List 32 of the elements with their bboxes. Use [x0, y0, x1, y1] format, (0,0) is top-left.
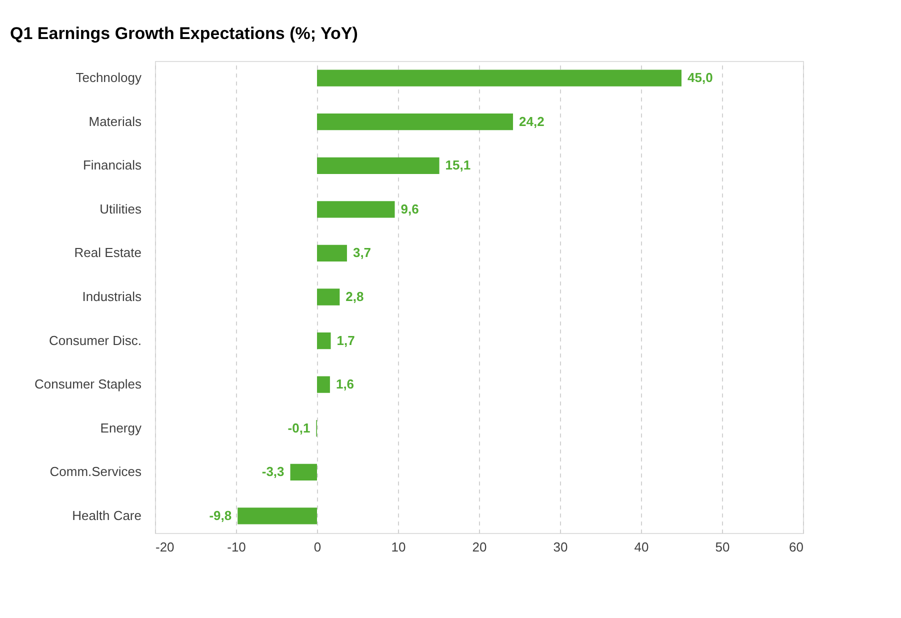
data-label: -9,8: [209, 508, 232, 523]
y-tick-label: Consumer Staples: [34, 376, 142, 392]
data-label: 45,0: [688, 70, 713, 86]
x-tick-label: 60: [789, 540, 804, 554]
data-label: 2,8: [346, 289, 364, 304]
x-tick-label: -20: [156, 540, 174, 554]
y-tick-label: Industrials: [82, 289, 142, 304]
y-tick-label: Financials: [82, 158, 142, 173]
y-tick-label: Energy: [100, 420, 142, 436]
y-tick-label: Real Estate: [74, 245, 142, 260]
x-tick-label: 10: [391, 540, 406, 554]
y-tick-label: Technology: [76, 70, 142, 86]
y-tick-label: Consumer Disc.: [49, 332, 142, 348]
x-tick-label: 50: [715, 540, 730, 554]
x-tick-label: 40: [634, 540, 649, 554]
data-label: 15,1: [445, 158, 471, 173]
y-tick-label: Materials: [88, 114, 142, 129]
chart-title: Q1 Earnings Growth Expectations (%; YoY): [10, 24, 358, 43]
x-tick-label: 20: [472, 540, 487, 554]
y-tick-label: Health Care: [72, 508, 142, 523]
x-tick-label: 30: [553, 540, 568, 554]
x-tick-label: -10: [227, 540, 246, 554]
data-label: -3,3: [262, 464, 284, 480]
data-label: 9,6: [400, 201, 419, 216]
y-tick-label: Utilities: [100, 201, 142, 216]
data-label: 1,7: [336, 332, 355, 348]
data-label: 24,2: [519, 114, 544, 129]
y-tick-label: Comm.Services: [50, 464, 142, 480]
x-tick-label: 0: [314, 540, 322, 554]
data-label: 1,6: [336, 376, 354, 392]
data-label: 3,7: [352, 245, 372, 260]
data-label: -0,1: [288, 420, 310, 436]
